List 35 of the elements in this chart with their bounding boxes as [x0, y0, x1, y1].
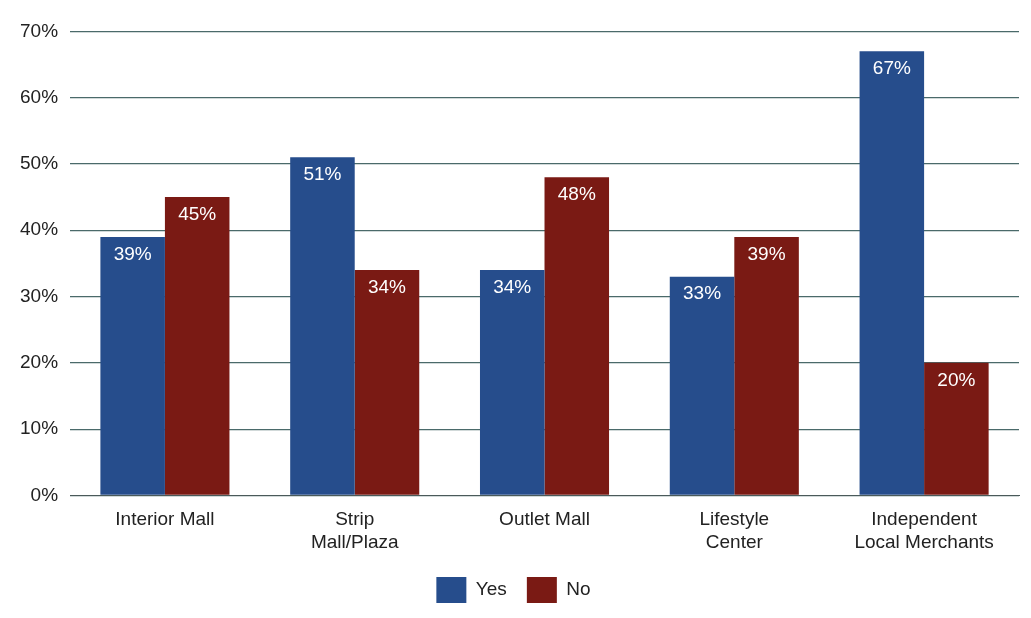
bar	[100, 236, 165, 495]
y-tick-label: 40%	[20, 218, 59, 240]
x-tick-label: Lifestyle Center	[699, 508, 770, 552]
y-tick-label: 60%	[20, 85, 59, 107]
data-label: 45%	[178, 202, 217, 224]
bar	[290, 157, 355, 495]
y-tick-label: 0%	[30, 483, 59, 505]
data-label: 20%	[937, 368, 976, 390]
bar	[164, 197, 230, 495]
x-tick-label: Outlet Mall	[499, 508, 590, 530]
legend-label: Yes	[475, 578, 507, 600]
data-label: 67%	[872, 57, 911, 79]
x-tick-label: Interior Mall	[115, 508, 215, 530]
bar	[734, 236, 799, 495]
data-label: 34%	[367, 275, 407, 297]
x-tick-label: Independent Local Merchants	[854, 508, 994, 552]
y-tick-label: 50%	[20, 152, 59, 174]
data-label: 33%	[683, 282, 722, 304]
bar	[924, 362, 989, 495]
y-tick-label: 30%	[20, 284, 59, 306]
y-tick-label: 10%	[20, 417, 59, 439]
data-label: 34%	[493, 275, 532, 297]
bar	[669, 276, 735, 495]
x-tick-label: Strip Mall/Plaza	[310, 508, 399, 552]
legend-label: No	[566, 578, 591, 600]
data-label: 39%	[747, 242, 786, 264]
bar	[354, 270, 420, 495]
y-tick-label: 70%	[20, 19, 59, 41]
data-label: 39%	[113, 242, 152, 264]
bar	[479, 270, 545, 495]
data-label: 48%	[557, 182, 596, 204]
y-tick-label: 20%	[20, 351, 59, 373]
data-label: 51%	[303, 163, 342, 185]
bar	[859, 51, 925, 495]
bar	[544, 177, 610, 495]
